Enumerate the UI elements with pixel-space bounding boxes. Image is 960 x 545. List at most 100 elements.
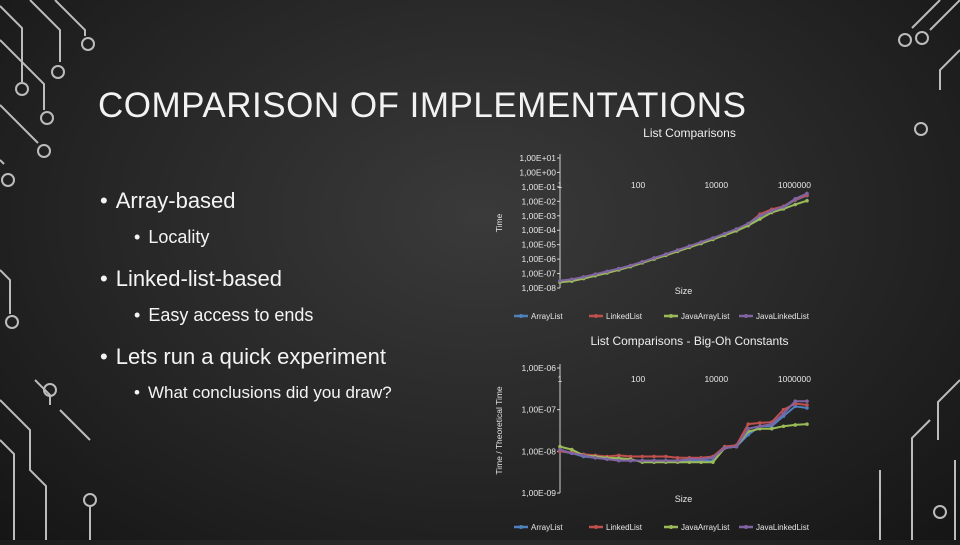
data-point [664, 458, 668, 463]
data-point [769, 422, 774, 426]
data-point [687, 244, 692, 248]
series-line-JavaLinkedList [559, 400, 807, 462]
data-point [734, 444, 739, 449]
data-point [758, 213, 762, 218]
data-point [722, 231, 727, 236]
data-point [758, 424, 762, 429]
bullet-dot: • [134, 227, 141, 247]
legend-marker [594, 314, 598, 318]
data-point [781, 411, 786, 416]
x-axis-label: Size [675, 286, 693, 296]
data-point [746, 221, 750, 226]
data-point [758, 217, 762, 221]
y-tick-label: 1,00E+00 [519, 167, 556, 177]
y-tick-label: 1,00E+01 [519, 153, 556, 163]
chart-title: List Comparisons [643, 126, 736, 140]
y-axis-label: Time [494, 213, 504, 232]
legend-label: JavaArrayList [681, 523, 730, 532]
slide-title: COMPARISON OF IMPLEMENTATIONS [98, 86, 747, 125]
data-point [675, 458, 680, 463]
y-tick-label: 1,00E-08 [522, 283, 557, 293]
data-point [652, 458, 656, 463]
bullet-linked-list-based: • Linked-list-based [100, 266, 282, 292]
y-tick-label: 1,00E-06 [522, 363, 557, 373]
legend-marker [519, 525, 523, 529]
data-point [793, 404, 798, 409]
data-point [617, 266, 621, 271]
bullet-dot: • [100, 344, 108, 369]
x-tick-label: 1 [558, 374, 563, 384]
data-point [781, 204, 786, 209]
series-line-LinkedList [559, 402, 808, 459]
x-tick-label: 1000000 [778, 180, 811, 190]
data-point [781, 407, 786, 412]
data-point [711, 455, 715, 460]
data-point [593, 455, 598, 460]
chart-big-oh-constants: List Comparisons - Big-Oh Constants 1,00E… [492, 330, 822, 545]
chart-title: List Comparisons - Big-Oh Constants [590, 334, 788, 348]
series-line-ArrayList [559, 194, 808, 283]
data-point [617, 458, 621, 463]
x-tick-label: 10000 [704, 180, 728, 190]
y-tick-label: 1,00E-09 [522, 488, 557, 498]
legend-marker [744, 314, 748, 318]
chart-2-svg: List Comparisons - Big-Oh Constants 1,00E… [494, 334, 811, 532]
data-point [805, 403, 809, 407]
y-tick-label: 1,00E-08 [522, 446, 557, 456]
legend-label: ArrayList [531, 312, 563, 321]
data-point [569, 447, 574, 452]
legend-marker [669, 314, 673, 318]
data-point [722, 446, 727, 450]
data-point [640, 458, 645, 463]
data-point [793, 423, 798, 427]
series-line-JavaArrayList [559, 199, 808, 284]
data-point [581, 275, 586, 279]
data-point [805, 198, 809, 203]
bullet-dot: • [134, 305, 141, 325]
data-point [769, 426, 774, 431]
data-point [581, 453, 586, 458]
data-point [640, 454, 645, 459]
data-point [675, 455, 680, 460]
data-point [558, 278, 562, 283]
data-point [664, 454, 668, 459]
legend-marker [519, 314, 523, 318]
data-point [628, 454, 633, 459]
legend-marker [669, 525, 673, 529]
data-point [758, 421, 762, 425]
bullet-easy-access: • Easy access to ends [134, 305, 313, 326]
data-point [734, 227, 739, 231]
series-line-JavaLinkedList [559, 192, 808, 282]
data-point [640, 260, 645, 264]
y-tick-label: 1,00E-03 [522, 211, 557, 221]
chart-1-svg: List Comparisons 1,00E+01 1,00E+00 1,00E-01… [494, 126, 811, 321]
y-tick-label: 1,00E-07 [522, 269, 557, 279]
data-point [793, 196, 798, 201]
x-tick-label: 1 [558, 180, 563, 190]
bullet-conclusions: • What conclusions did you draw? [134, 383, 392, 403]
data-point [675, 248, 680, 252]
legend-marker [744, 525, 748, 529]
y-axis-label: Time / Theoretical Time [494, 386, 504, 475]
legend-label: LinkedList [606, 312, 643, 321]
legend-label: JavaArrayList [681, 312, 730, 321]
bullet-dot: • [100, 266, 108, 291]
y-tick-label: 1,00E-02 [522, 196, 557, 206]
series-line-LinkedList [559, 194, 808, 283]
bullet-text: What conclusions did you draw? [147, 383, 392, 402]
data-point [593, 272, 598, 277]
data-point [805, 422, 809, 426]
x-axis-label: Size [675, 494, 693, 504]
series-line-JavaArrayList [559, 423, 808, 464]
bullet-text: Array-based [115, 188, 236, 213]
bullet-dot: • [134, 383, 140, 402]
data-point [805, 406, 809, 410]
x-tick-label: 10000 [704, 374, 728, 384]
data-point [652, 256, 656, 260]
bullet-array-based: • Array-based [100, 188, 236, 214]
y-tick-label: 1,00E-04 [522, 225, 557, 235]
legend-label: JavaLinkedList [756, 523, 810, 532]
x-tick-label: 1000000 [778, 374, 811, 384]
y-tick-label: 1,00E-05 [522, 240, 557, 250]
data-point [652, 454, 656, 459]
